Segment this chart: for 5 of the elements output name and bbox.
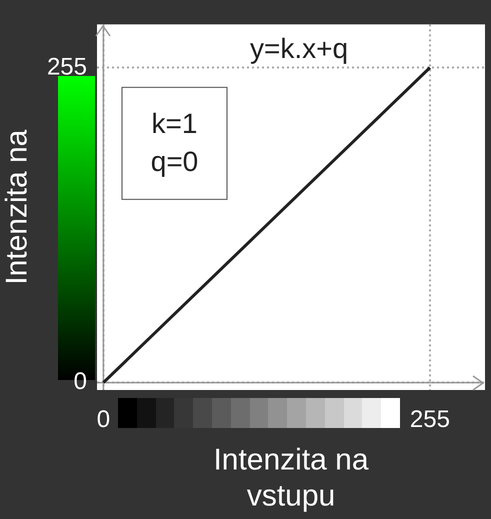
x-axis-title: Intenzita na vstupu: [213, 443, 369, 512]
annotation: k=1: [152, 108, 198, 140]
chart-title: y=k.x+q: [250, 33, 348, 64]
y-axis-title: Intenzita na: [0, 129, 34, 285]
annotation: q=0: [150, 146, 198, 178]
